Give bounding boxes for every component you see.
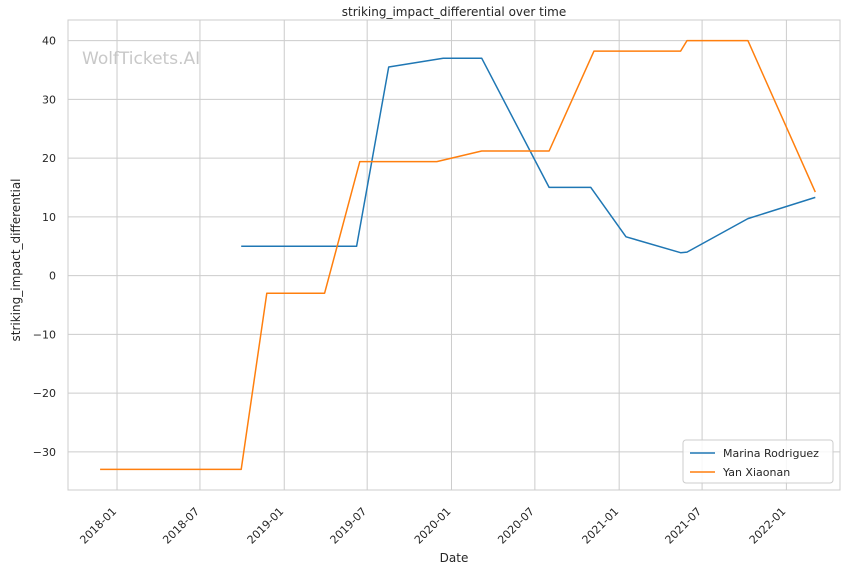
x-tick-label: 2020-01 (412, 505, 454, 547)
x-tick-label: 2019-07 (328, 505, 370, 547)
x-tick-label: 2020-07 (495, 505, 537, 547)
x-tick-label: 2019-01 (245, 505, 287, 547)
legend-label-marina-rodriguez: Marina Rodriguez (723, 447, 819, 460)
x-tick-labels: 2018-01 2018-07 2019-01 2019-07 2020-01 2020-… (77, 505, 788, 547)
x-tick-label: 2018-07 (160, 505, 202, 547)
y-axis-title: striking_impact_differential (9, 178, 23, 341)
x-tick-label: 2018-01 (77, 505, 119, 547)
legend: Marina Rodriguez Yan Xiaonan (682, 439, 834, 484)
y-tick-labels: 40 30 20 10 0 −10 −20 −30 (33, 35, 56, 459)
y-tick-label: 0 (49, 270, 56, 283)
series-line-yan-xiaonan (100, 39, 816, 471)
legend-box (682, 439, 834, 484)
y-tick-label: 40 (42, 35, 56, 48)
y-tick-label: 10 (42, 211, 56, 224)
y-tick-label: 20 (42, 152, 56, 165)
watermark-text: WolfTickets.AI (82, 49, 200, 69)
x-tick-label: 2022-01 (747, 505, 789, 547)
legend-label-yan-xiaonan: Yan Xiaonan (722, 466, 790, 479)
series-line-marina-rodriguez (241, 57, 816, 254)
y-tick-label: −20 (33, 387, 56, 400)
y-tick-label: −30 (33, 446, 56, 459)
chart-title: striking_impact_differential over time (342, 5, 567, 19)
x-tick-label: 2021-07 (663, 505, 705, 547)
x-tick-label: 2021-01 (580, 505, 622, 547)
plot-area (67, 19, 841, 491)
grid-lines (68, 20, 840, 490)
y-tick-label: −10 (33, 328, 56, 341)
x-axis-title: Date (440, 551, 469, 565)
y-tick-label: 30 (42, 93, 56, 106)
series-lines (100, 39, 816, 471)
